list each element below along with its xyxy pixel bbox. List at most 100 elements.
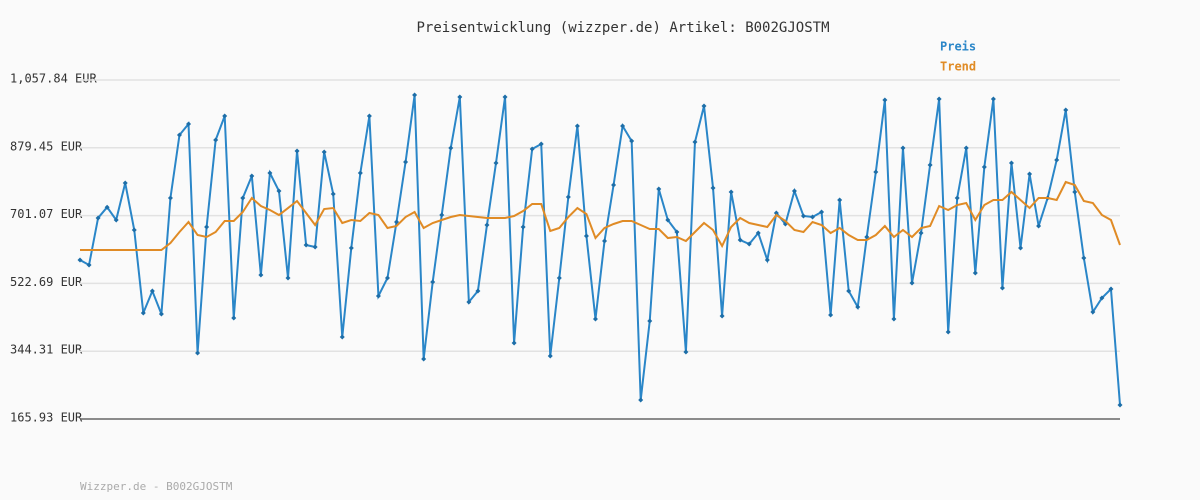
point <box>312 244 318 250</box>
point <box>95 215 101 221</box>
point <box>77 257 83 263</box>
point <box>330 191 336 197</box>
series-line <box>80 180 1121 251</box>
point <box>846 288 852 294</box>
point <box>140 310 146 316</box>
point <box>556 275 562 281</box>
point <box>592 316 598 322</box>
point <box>1090 309 1096 315</box>
y-tick-label: 165.93 EUR <box>10 411 83 425</box>
point <box>502 94 508 100</box>
point <box>258 272 264 278</box>
y-tick-label: 522.69 EUR <box>10 275 83 289</box>
point <box>918 230 924 236</box>
series-line <box>79 94 1121 406</box>
point <box>1117 402 1123 408</box>
legend-label: Preis <box>940 40 976 54</box>
point <box>1081 255 1087 261</box>
point <box>954 195 960 201</box>
point <box>701 103 707 109</box>
point <box>972 270 978 276</box>
chart-title: Preisentwicklung (wizzper.de) Artikel: B… <box>416 20 829 36</box>
point <box>611 182 617 188</box>
point <box>873 169 879 175</box>
footer: Wizzper.de - B002GJOSTM <box>80 480 233 493</box>
point <box>222 113 228 119</box>
point <box>1008 160 1014 166</box>
point <box>692 139 698 145</box>
point <box>86 262 92 268</box>
point <box>276 188 282 194</box>
point <box>375 293 381 299</box>
point <box>927 162 933 168</box>
point <box>357 170 363 176</box>
point <box>186 121 192 127</box>
point <box>665 217 671 223</box>
point <box>394 219 400 225</box>
point <box>574 123 580 129</box>
point <box>810 214 816 220</box>
point <box>195 350 201 356</box>
point <box>104 204 110 210</box>
point <box>683 349 689 355</box>
point <box>158 311 164 317</box>
point <box>629 138 635 144</box>
point <box>403 159 409 165</box>
point <box>837 197 843 203</box>
point <box>249 173 255 179</box>
point <box>656 186 662 192</box>
point <box>819 209 825 215</box>
point <box>511 340 517 346</box>
point <box>891 316 897 322</box>
point <box>294 148 300 154</box>
point <box>755 230 761 236</box>
point <box>638 397 644 403</box>
point <box>176 132 182 138</box>
point <box>466 299 472 305</box>
point <box>1036 223 1042 229</box>
point <box>800 213 806 219</box>
legend-label: Trend <box>940 60 976 74</box>
point <box>430 279 436 285</box>
point <box>167 195 173 201</box>
y-tick-label: 879.45 EUR <box>10 139 83 153</box>
point <box>475 288 481 294</box>
point <box>828 312 834 318</box>
point <box>384 275 390 281</box>
point <box>538 141 544 147</box>
point <box>746 241 752 247</box>
point <box>773 210 779 216</box>
y-tick-label: 1,057.84 EUR <box>10 72 97 86</box>
point <box>529 146 535 152</box>
point <box>728 189 734 195</box>
point <box>231 315 237 321</box>
point <box>1072 189 1078 195</box>
point <box>457 94 463 100</box>
point <box>583 233 589 239</box>
point <box>620 123 626 129</box>
point <box>366 113 372 119</box>
point <box>113 217 119 223</box>
point <box>1108 286 1114 292</box>
point <box>791 188 797 194</box>
point <box>1063 107 1069 113</box>
point <box>647 318 653 324</box>
point <box>131 227 137 233</box>
point <box>737 237 743 243</box>
point <box>204 224 210 230</box>
point <box>321 149 327 155</box>
point <box>565 194 571 200</box>
point <box>149 288 155 294</box>
point <box>285 275 291 281</box>
point <box>122 180 128 186</box>
point <box>981 164 987 170</box>
point <box>493 160 499 166</box>
point <box>764 257 770 263</box>
point <box>999 285 1005 291</box>
point <box>602 238 608 244</box>
point <box>303 242 309 248</box>
point <box>990 96 996 102</box>
point <box>1054 157 1060 163</box>
point <box>412 92 418 98</box>
